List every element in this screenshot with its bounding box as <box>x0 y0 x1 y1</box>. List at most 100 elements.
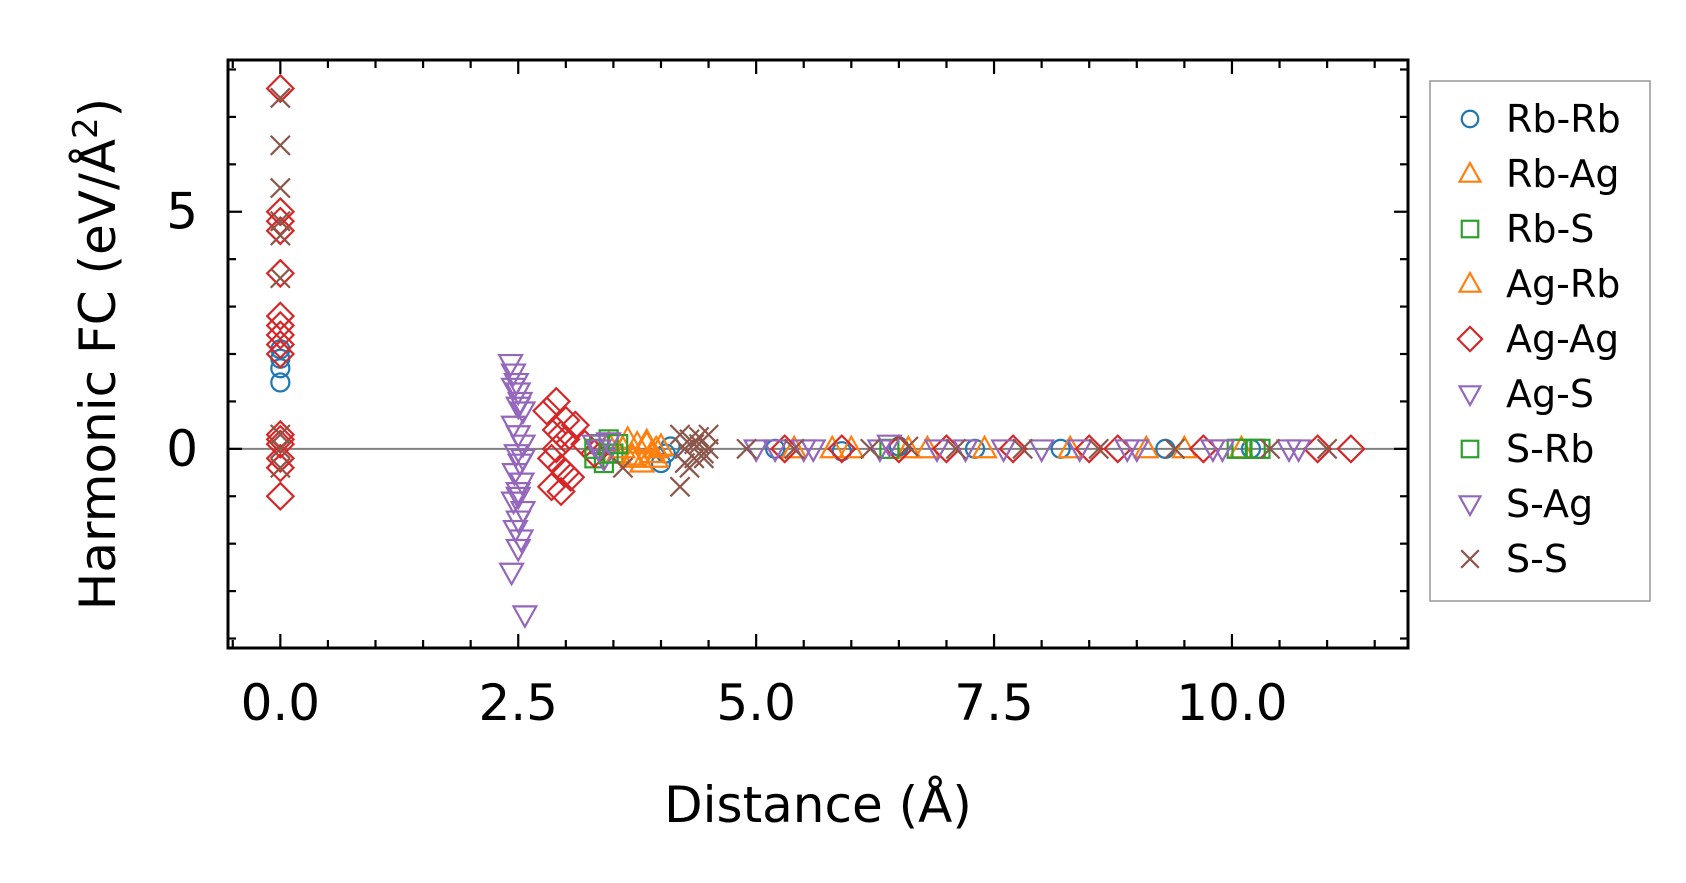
legend-marker-rb-ag <box>1457 160 1483 183</box>
data-point-ag-rb-3 <box>642 444 670 468</box>
data-point-ag-ag-8 <box>265 329 296 360</box>
data-point-s-s-27 <box>898 436 919 457</box>
data-point-ag-ag-13 <box>265 443 296 474</box>
data-point-s-s-25 <box>783 438 805 460</box>
plot-frame <box>226 58 1410 650</box>
data-point-ag-ag-37 <box>1074 434 1104 464</box>
data-point-s-ag-3 <box>504 486 532 511</box>
data-point-ag-s-25 <box>1028 439 1055 464</box>
data-point-rb-rb-8 <box>831 441 852 462</box>
data-point-ag-s-5 <box>509 401 537 426</box>
data-point-ag-ag-41 <box>1336 434 1366 464</box>
x-tick-label: 0.0 <box>241 674 321 732</box>
legend-marker-s-rb <box>1460 439 1480 459</box>
data-point-s-s-1 <box>269 134 291 156</box>
data-point-ag-ag-5 <box>265 301 296 331</box>
data-point-ag-rb-2 <box>633 429 660 454</box>
data-point-s-s-18 <box>683 433 705 455</box>
data-point-rb-ag-8 <box>642 434 670 459</box>
series-s-ag <box>500 377 1312 563</box>
data-point-s-s-7 <box>269 438 291 460</box>
data-point-ag-ag-6 <box>265 310 296 341</box>
data-point-s-ag-8 <box>595 432 622 456</box>
legend-marker-ag-rb <box>1457 270 1483 293</box>
data-point-ag-ag-14 <box>265 453 296 483</box>
data-point-s-s-4 <box>269 225 291 246</box>
data-point-s-ag-1 <box>504 396 532 421</box>
series-s-s <box>269 87 1338 498</box>
x-tick-label: 10.0 <box>1176 674 1287 732</box>
legend-marker-s-ag <box>1457 495 1483 518</box>
data-markers <box>265 73 1366 630</box>
data-point-ag-ag-15 <box>265 481 296 512</box>
series-ag-ag <box>265 73 1366 512</box>
data-point-s-ag-7 <box>585 439 613 464</box>
data-point-s-ag-13 <box>990 439 1017 464</box>
x-tick-label: 5.0 <box>716 674 796 732</box>
data-point-s-ag-17 <box>1285 439 1312 464</box>
legend-label-rb-rb: Rb-Rb <box>1506 97 1621 141</box>
data-point-s-s-28 <box>945 438 967 460</box>
legend: Rb-Rb Rb-Ag Rb-S Ag-Rb Ag-Ag Ag-S S-Rb S-Ag S-S <box>1429 80 1651 602</box>
data-point-s-s-30 <box>1088 438 1110 460</box>
data-point-s-ag-9 <box>761 439 789 464</box>
data-point-s-s-32 <box>1259 438 1281 460</box>
data-point-ag-s-18 <box>511 605 539 630</box>
data-point-ag-ag-11 <box>265 424 296 455</box>
data-point-ag-ag-26 <box>560 410 591 440</box>
data-point-s-s-26 <box>859 438 881 460</box>
x-tick-label: 2.5 <box>478 674 558 732</box>
data-point-s-ag-6 <box>504 538 532 563</box>
data-point-s-ag-14 <box>1066 439 1093 464</box>
data-point-ag-ag-17 <box>536 472 567 502</box>
data-point-s-s-5 <box>269 267 291 289</box>
data-point-s-ag-0 <box>500 377 527 402</box>
data-point-rb-ag-14 <box>1133 434 1160 459</box>
data-point-s-s-8 <box>269 457 291 479</box>
legend-label-rb-s: Rb-S <box>1506 207 1594 251</box>
data-point-s-s-2 <box>269 177 291 199</box>
data-point-s-ag-11 <box>876 434 903 459</box>
legend-marker-rb-s <box>1460 219 1480 239</box>
data-point-ag-ag-19 <box>546 476 576 507</box>
data-point-ag-ag-29 <box>546 419 576 450</box>
data-point-rb-rb-0 <box>270 372 291 393</box>
legend-label-ag-ag: Ag-Ag <box>1506 317 1619 361</box>
data-point-s-s-23 <box>698 438 719 460</box>
data-point-ag-ag-28 <box>551 457 581 488</box>
data-point-ag-ag-16 <box>532 396 562 426</box>
legend-label-ag-rb: Ag-Rb <box>1506 262 1620 306</box>
data-point-ag-ag-0 <box>265 73 296 104</box>
legend-label-ag-s: Ag-S <box>1506 372 1594 416</box>
legend-label-s-ag: S-Ag <box>1506 482 1593 526</box>
legend-marker-s-s <box>1460 549 1480 569</box>
y-axis-label-superscript: 2 <box>66 117 106 139</box>
legend-label-rb-ag: Rb-Ag <box>1506 152 1620 196</box>
data-point-s-s-24 <box>736 438 758 460</box>
data-point-ag-ag-36 <box>998 434 1028 464</box>
data-point-ag-rb-6 <box>914 434 941 459</box>
legend-label-s-s: S-S <box>1506 537 1568 581</box>
axes: 0.0 2.5 5.0 7.5 10.0 0 5 Distance (Å) Harmonic F… <box>66 58 1410 834</box>
data-point-s-s-29 <box>1012 438 1033 460</box>
data-point-s-ag-16 <box>1209 439 1236 464</box>
data-point-s-s-20 <box>679 457 700 479</box>
y-axis-label-close: ) <box>69 98 127 118</box>
legend-label-s-rb: S-Rb <box>1506 427 1594 471</box>
data-point-rb-ag-9 <box>780 434 808 459</box>
y-axis-label: Harmonic FC (eV/Å2) <box>66 98 127 610</box>
data-point-ag-ag-7 <box>265 320 296 350</box>
data-point-s-s-0 <box>269 87 291 109</box>
data-point-ag-ag-25 <box>536 443 567 474</box>
data-point-ag-s-17 <box>498 562 525 587</box>
data-point-rb-ag-13 <box>1056 434 1084 459</box>
data-point-ag-ag-9 <box>265 339 296 369</box>
data-point-ag-ag-33 <box>827 434 857 464</box>
data-point-s-s-9 <box>612 457 634 479</box>
data-point-s-ag-12 <box>923 439 951 464</box>
y-tick-label: 5 <box>166 183 198 241</box>
data-point-s-ag-15 <box>1123 439 1151 464</box>
data-point-s-ag-2 <box>509 448 537 473</box>
data-point-rb-ag-11 <box>895 434 922 459</box>
